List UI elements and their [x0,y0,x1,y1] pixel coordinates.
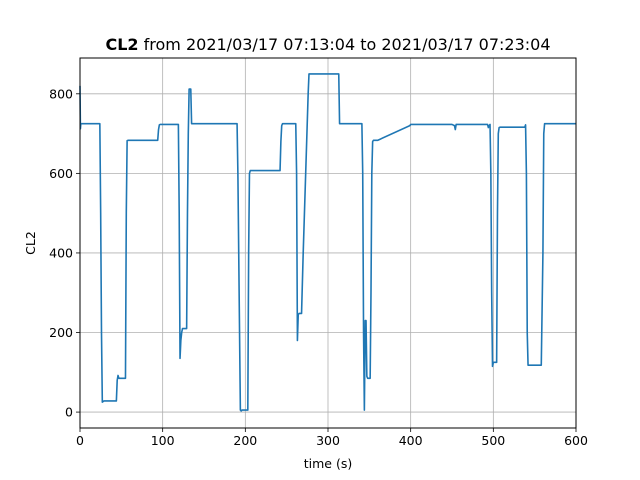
x-tick-label: 200 [233,433,257,448]
ticks: 0 100 200 300 400 500 600 0 200 400 600 800 [49,86,588,448]
grid [79,58,577,428]
chart-title-bold: CL2 [105,35,138,54]
chart-title-rest: from 2021/03/17 07:13:04 to 2021/03/17 0… [139,35,551,54]
x-tick-label: 300 [316,433,340,448]
y-axis-label: CL2 [23,231,38,255]
y-tick-label: 800 [49,86,73,101]
x-tick-label: 600 [564,433,588,448]
y-tick-label: 400 [49,245,73,260]
x-tick-label: 400 [399,433,423,448]
x-axis-label: time (s) [304,456,352,471]
x-tick-label: 500 [481,433,505,448]
y-tick-label: 0 [65,405,73,420]
x-tick-label: 0 [76,433,84,448]
series-line [79,73,576,412]
y-tick-label: 200 [49,325,73,340]
y-tick-label: 600 [49,166,73,181]
series-layer [79,73,576,412]
chart-title: CL2 from 2021/03/17 07:13:04 to 2021/03/… [105,35,550,54]
x-tick-label: 100 [151,433,175,448]
